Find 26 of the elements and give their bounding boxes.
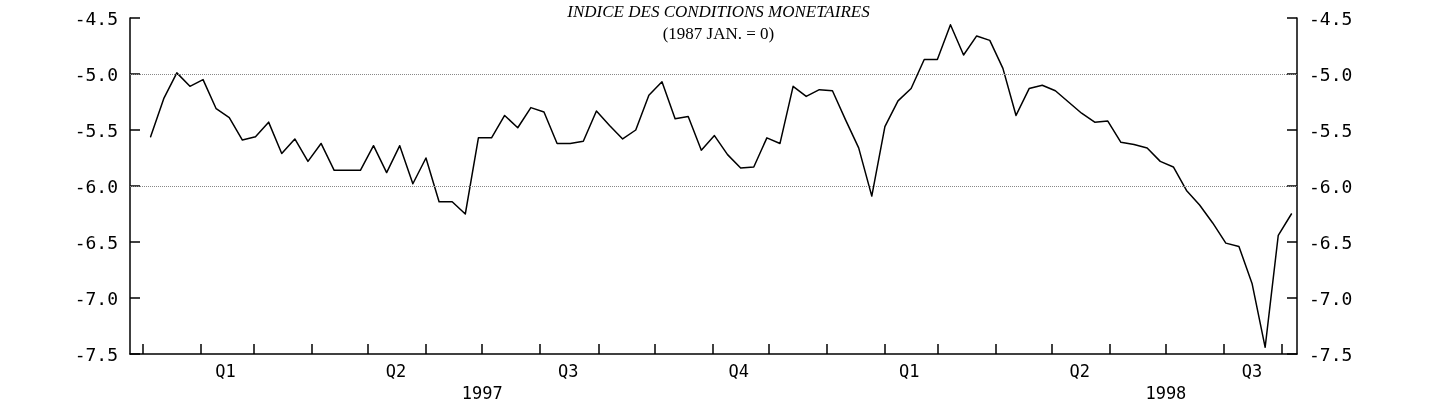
y-tick-label: -4.5 (74, 7, 118, 29)
y2-tick-label: -7.0 (1309, 287, 1353, 309)
line-series (149, 23, 1293, 349)
x-tick-label: Q2 (1069, 360, 1090, 381)
y-tick-label: -5.0 (74, 63, 118, 85)
x-tick-label: Q4 (728, 360, 750, 381)
x-tick-label: Q2 (385, 360, 407, 381)
y2-tick-label: -6.0 (1309, 175, 1353, 197)
x2-tick-label: 1998 (1145, 382, 1187, 401)
y-tick-label: -6.0 (74, 175, 118, 197)
y2-tick-label: -4.5 (1309, 7, 1353, 29)
x-tick-label: Q1 (899, 360, 920, 381)
x-tick-label: Q3 (1241, 360, 1263, 381)
x2-tick-label: 1997 (461, 382, 503, 401)
y2-tick-label: -7.5 (1309, 343, 1353, 365)
chart-title: INDICE DES CONDITIONS MONETAIRES (566, 2, 871, 21)
y-tick-label: -7.0 (74, 287, 118, 309)
y-tick-label: -7.5 (74, 343, 118, 365)
y2-tick-label: -6.5 (1309, 231, 1353, 253)
y-tick-label: -5.5 (74, 119, 118, 141)
y2-tick-label: -5.5 (1309, 119, 1353, 141)
chart-subtitle: (1987 JAN. = 0) (662, 24, 775, 43)
y2-tick-label: -5.0 (1309, 63, 1353, 85)
y-tick-label: -6.5 (74, 231, 118, 253)
x-tick-label: Q1 (215, 360, 236, 381)
x-tick-label: Q3 (558, 360, 579, 381)
